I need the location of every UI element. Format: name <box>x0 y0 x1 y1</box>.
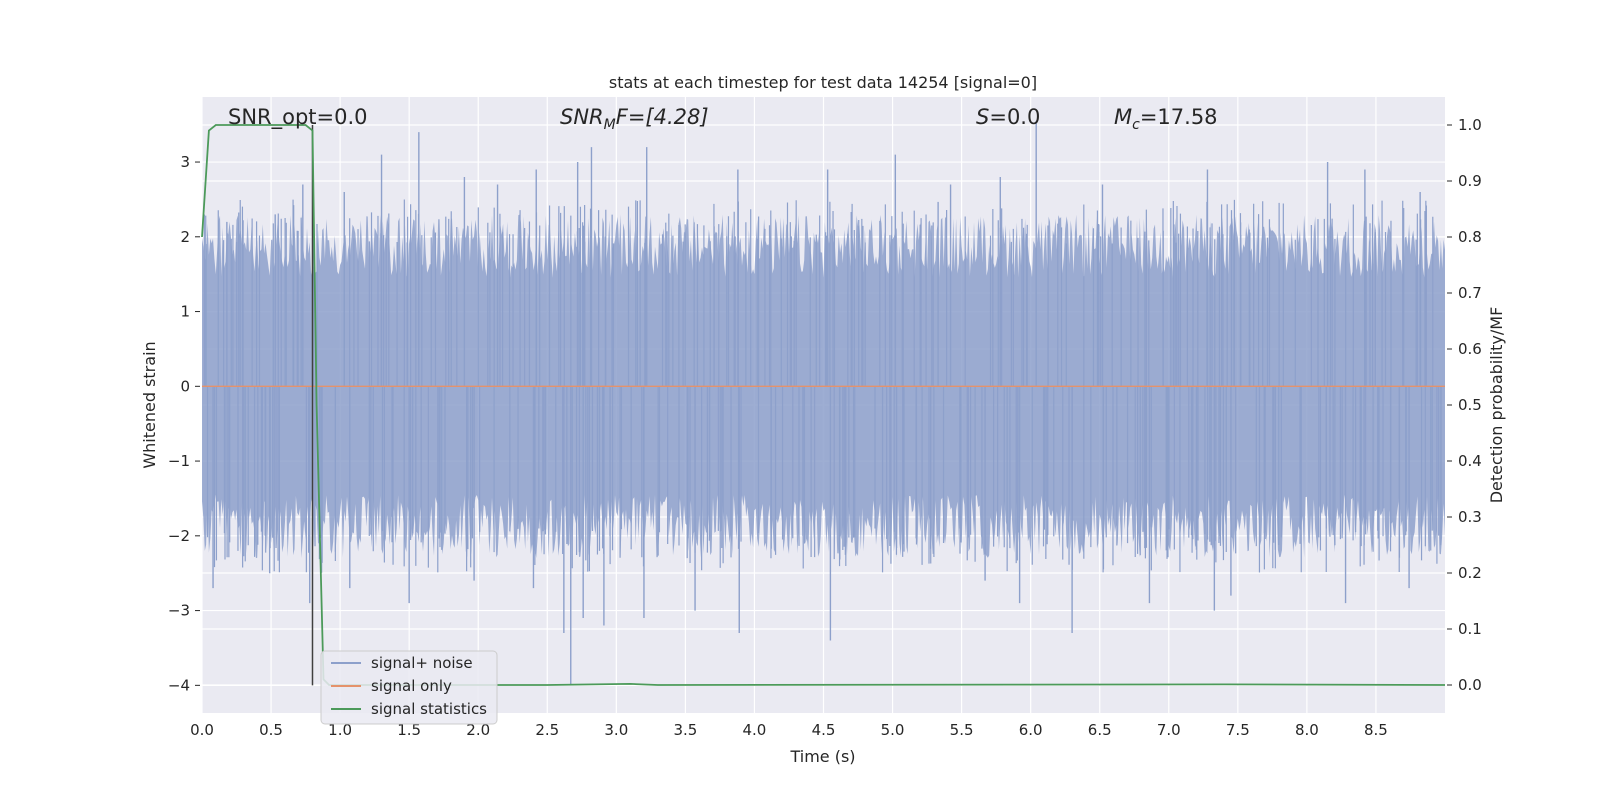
y-tick-label: 2 <box>180 228 190 246</box>
x-tick-label: 4.0 <box>743 721 767 739</box>
legend-label-statistics: signal statistics <box>371 700 487 718</box>
y-tick-label: −4 <box>168 676 190 694</box>
y-axis-label: Whitened strain <box>140 341 159 468</box>
y-tick-label: 0 <box>180 377 190 395</box>
annotation-snr-opt: SNR_opt=0.0 <box>228 105 368 130</box>
y2-tick-label: 0.8 <box>1458 228 1482 246</box>
x-tick-label: 7.5 <box>1226 721 1250 739</box>
legend: signal+ noise signal only signal statist… <box>320 650 498 725</box>
y-tick-label: 1 <box>180 303 190 321</box>
y2-tick-label: 0.0 <box>1458 676 1482 694</box>
y2-axis-label: Detection probability/MF <box>1487 307 1506 504</box>
x-tick-label: 8.0 <box>1295 721 1319 739</box>
y2-tick-label: 0.9 <box>1458 172 1482 190</box>
x-tick-label: 1.0 <box>328 721 352 739</box>
x-tick-label: 2.0 <box>466 721 490 739</box>
y-tick-labels: 3 2 1 0 −1 −2 −3 −4 <box>168 153 200 694</box>
y-tick-label: −1 <box>168 452 190 470</box>
chart-title: stats at each timestep for test data 142… <box>609 73 1037 92</box>
y2-tick-label: 0.5 <box>1458 396 1482 414</box>
x-tick-label: 0.0 <box>190 721 214 739</box>
legend-label-signal-only: signal only <box>371 677 452 695</box>
x-tick-label: 2.5 <box>535 721 559 739</box>
x-tick-label: 5.5 <box>950 721 974 739</box>
x-tick-label: 1.5 <box>397 721 421 739</box>
legend-box <box>320 650 498 725</box>
y2-tick-label: 0.3 <box>1458 508 1482 526</box>
y2-tick-labels: 1.0 0.9 0.8 0.7 0.6 0.5 0.4 0.3 0.2 0.1 0.0 <box>1447 116 1482 694</box>
x-axis-label: Time (s) <box>789 747 855 766</box>
x-tick-label: 6.0 <box>1019 721 1043 739</box>
y2-tick-label: 0.1 <box>1458 620 1482 638</box>
legend-label-noise: signal+ noise <box>371 654 473 672</box>
x-tick-label: 0.5 <box>259 721 283 739</box>
y-tick-label: −2 <box>168 527 190 545</box>
x-tick-label: 7.0 <box>1157 721 1181 739</box>
y2-tick-label: 0.6 <box>1458 340 1482 358</box>
x-tick-labels: 0.0 0.5 1.0 1.5 2.0 2.5 3.0 3.5 4.0 4.5 5.0 5.5 6.0 6… <box>190 721 1388 739</box>
y2-tick-label: 0.2 <box>1458 564 1482 582</box>
annotation-mc: Mc=17.58 <box>1114 105 1218 133</box>
x-tick-label: 8.5 <box>1364 721 1388 739</box>
y-tick-label: 3 <box>180 153 190 171</box>
x-tick-label: 5.0 <box>881 721 905 739</box>
y-tick-label: −3 <box>168 602 190 620</box>
annotation-s: S=0.0 <box>976 105 1040 129</box>
y2-tick-label: 1.0 <box>1458 116 1482 134</box>
annotation-snr-mf: SNRMF=[4.28] <box>560 105 709 133</box>
noise-spikes <box>203 120 1442 686</box>
y2-tick-label: 0.7 <box>1458 284 1482 302</box>
x-tick-label: 4.5 <box>812 721 836 739</box>
x-tick-label: 3.5 <box>673 721 697 739</box>
signal-statistics-line <box>201 124 1446 686</box>
x-tick-label: 3.0 <box>604 721 628 739</box>
x-tick-label: 6.5 <box>1088 721 1112 739</box>
y2-tick-label: 0.4 <box>1458 452 1482 470</box>
